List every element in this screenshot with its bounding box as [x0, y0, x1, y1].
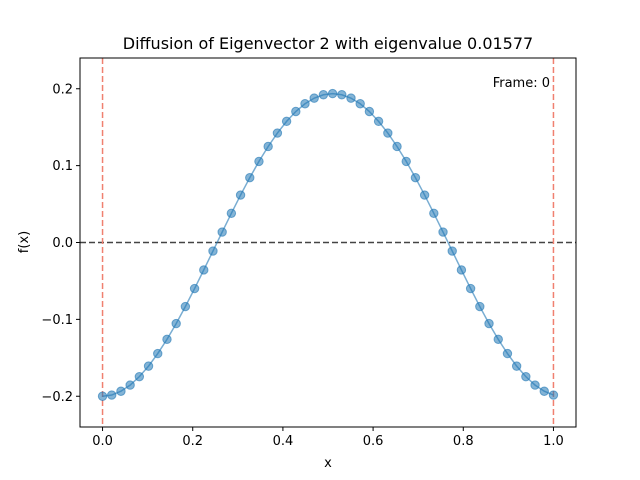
data-point: [134, 371, 145, 382]
data-point: [484, 318, 494, 329]
y-tick-label: 0.0: [52, 236, 73, 251]
x-tick-label: 1.0: [543, 434, 564, 449]
data-point: [511, 361, 522, 371]
frame-annotation: Frame: 0: [493, 76, 550, 91]
data-point: [502, 348, 513, 359]
data-point: [410, 172, 421, 183]
data-point: [235, 190, 246, 200]
data-point: [143, 361, 154, 371]
data-point: [291, 106, 301, 117]
data-point: [309, 93, 319, 103]
data-point: [97, 391, 108, 401]
x-tick-label: 0.2: [182, 434, 203, 449]
data-point: [438, 227, 448, 237]
data-point: [373, 116, 384, 127]
x-tick-label: 0.8: [453, 434, 474, 449]
data-point: [125, 380, 135, 390]
data-point: [521, 371, 531, 382]
data-point: [364, 106, 375, 117]
data-point: [226, 208, 237, 218]
data-point: [281, 116, 292, 127]
data-point: [429, 208, 439, 218]
x-tick-label: 0.0: [92, 434, 113, 449]
x-tick-label: 0.6: [363, 434, 384, 449]
marks-layer: [80, 58, 576, 427]
data-point: [171, 318, 181, 329]
data-point: [116, 386, 126, 396]
data-point: [327, 88, 338, 99]
y-tick-label: −0.1: [41, 313, 73, 328]
x-tick-label: 0.4: [273, 434, 294, 449]
data-point: [530, 380, 540, 390]
data-point: [419, 190, 430, 200]
data-point: [383, 128, 393, 138]
data-point: [401, 156, 411, 167]
data-point: [447, 246, 457, 256]
y-tick-label: 0.2: [52, 82, 73, 97]
data-point: [475, 301, 485, 312]
data-point: [493, 334, 503, 345]
data-point: [465, 283, 476, 294]
ticks-layer: 0.0 0.2 0.4 0.6 0.8 1.0 −0.2 −0.1 0.0 0.1 0.2: [41, 82, 563, 449]
data-point: [263, 141, 273, 152]
data-point: [254, 156, 264, 167]
data-point: [318, 90, 329, 100]
data-point: [107, 390, 117, 400]
chart-title: Diffusion of Eigenvector 2 with eigenval…: [123, 34, 533, 53]
data-point: [355, 99, 365, 109]
data-point: [337, 90, 347, 100]
data-point: [539, 386, 549, 396]
data-point: [300, 99, 310, 109]
data-point: [189, 283, 200, 294]
x-axis-label: x: [324, 456, 332, 471]
data-point: [272, 128, 283, 138]
data-point: [456, 265, 467, 275]
data-point: [153, 348, 163, 359]
data-point: [548, 390, 559, 400]
y-axis-label: f(x): [17, 231, 32, 253]
data-point: [346, 93, 356, 103]
data-point: [217, 227, 227, 237]
data-point: [180, 301, 191, 312]
data-point: [392, 141, 402, 152]
data-point: [199, 265, 209, 275]
data-point: [162, 334, 172, 345]
y-tick-label: −0.2: [41, 390, 73, 405]
y-tick-label: 0.1: [52, 159, 73, 174]
data-point: [208, 246, 218, 256]
data-point: [245, 172, 255, 183]
